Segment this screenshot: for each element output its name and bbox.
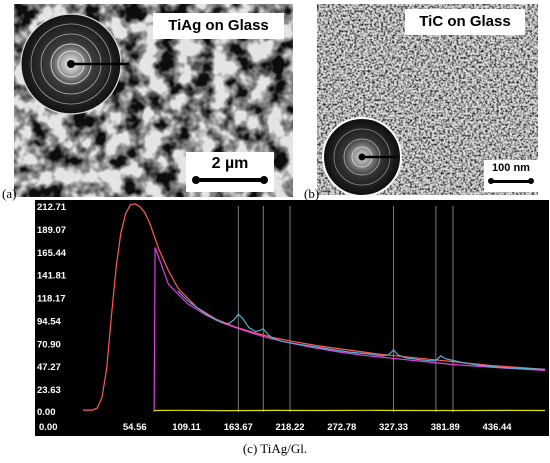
panel-a-label: TiAg on Glass — [153, 13, 284, 39]
spectrum-plot: 0.00 23.63 47.27 70.90 94.54 118.17 141.81 165.… — [35, 200, 549, 436]
y-tick-label: 70.90 — [37, 339, 61, 350]
scale-bar-a: 2 µm — [186, 152, 274, 192]
diffraction-pattern-a — [20, 13, 129, 115]
y-tick-label: 47.27 — [37, 362, 61, 373]
scale-bar-a-label: 2 µm — [211, 155, 249, 172]
x-tick-label: 109.11 — [172, 422, 201, 433]
y-tick-label: 23.63 — [37, 385, 61, 396]
scale-bar-b-label: 100 nm — [492, 162, 530, 174]
x-tick-label: 381.89 — [431, 422, 460, 433]
y-tick-label: 0.00 — [37, 407, 56, 418]
y-tick-label: 165.44 — [37, 248, 67, 259]
figure-caption: (c) TiAg/Gl. — [242, 441, 308, 456]
x-tick-label: 272.78 — [327, 422, 356, 433]
scale-bar-a-line — [195, 178, 265, 182]
y-tick-label: 212.71 — [37, 202, 67, 213]
x-tick-label: 0.00 — [39, 422, 58, 433]
y-tick-label: 141.81 — [37, 271, 67, 282]
scale-bar-b-line — [490, 180, 532, 183]
y-tick-label: 189.07 — [37, 225, 66, 236]
x-tick-label: 54.56 — [123, 422, 147, 433]
panel-a-letter: (a) — [2, 186, 17, 201]
y-tick-label: 94.54 — [37, 316, 61, 327]
x-tick-label: 327.33 — [379, 422, 408, 433]
diffraction-pattern-b — [322, 117, 402, 195]
panel-b-letter: (b) — [304, 186, 320, 201]
scale-bar-b: 100 nm — [484, 160, 538, 192]
x-tick-label: 163.67 — [224, 422, 253, 433]
x-tick-label: 436.44 — [483, 422, 513, 433]
y-tick-label: 118.17 — [37, 294, 66, 305]
series-line-0 — [83, 203, 546, 411]
panel-b-label: TiC on Glass — [405, 9, 525, 35]
series-line-2 — [177, 290, 546, 370]
x-tick-label: 218.22 — [275, 422, 304, 433]
